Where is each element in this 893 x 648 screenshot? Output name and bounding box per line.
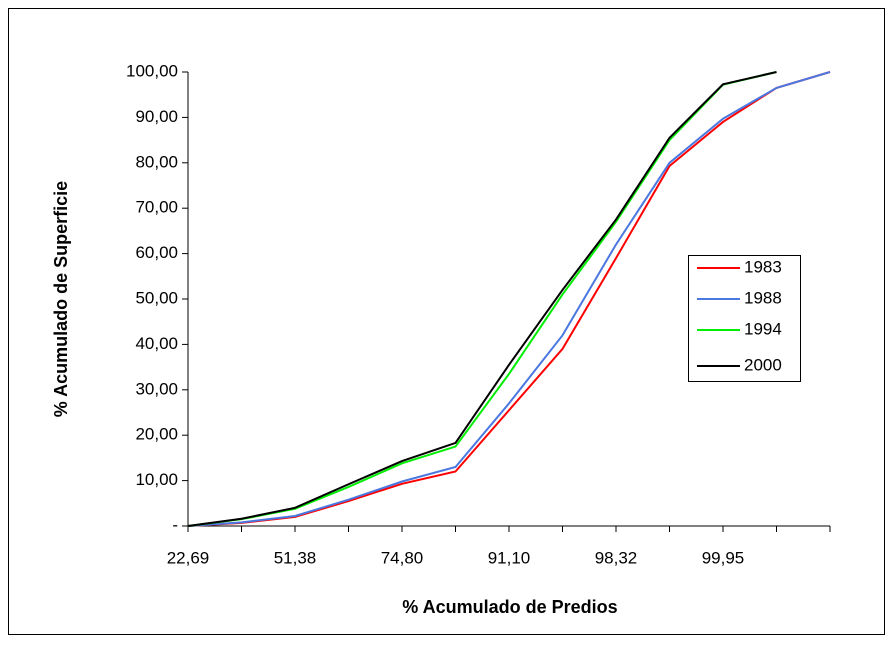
legend-label: 1988 [744,288,782,307]
legend-label: 2000 [744,355,782,374]
x-tick-label: 22,69 [167,548,210,567]
y-tick-label: 70,00 [135,198,178,217]
y-tick-label: 40,00 [135,334,178,353]
x-tick-label: 91,10 [488,548,531,567]
x-tick-label: 98,32 [595,548,638,567]
y-tick-label: - [172,515,178,534]
x-axis-title: % Acumulado de Predios [402,597,617,617]
x-tick-label: 74,80 [381,548,424,567]
y-tick-label: 50,00 [135,288,178,307]
legend [688,255,801,382]
y-tick-label: 90,00 [135,107,178,126]
y-tick-label: 30,00 [135,379,178,398]
x-tick-label: 99,95 [702,548,745,567]
legend-label: 1983 [744,257,782,276]
y-axis-title: % Acumulado de Superficie [51,181,71,417]
series-line [187,71,831,527]
legend-label: 1994 [744,319,782,338]
y-tick-label: 60,00 [135,243,178,262]
y-tick-label: 10,00 [135,470,178,489]
x-tick-label: 51,38 [274,548,317,567]
y-tick-label: 20,00 [135,425,178,444]
series-line [187,71,777,527]
y-tick-label: 80,00 [135,152,178,171]
y-tick-label: 100,00 [126,61,178,80]
